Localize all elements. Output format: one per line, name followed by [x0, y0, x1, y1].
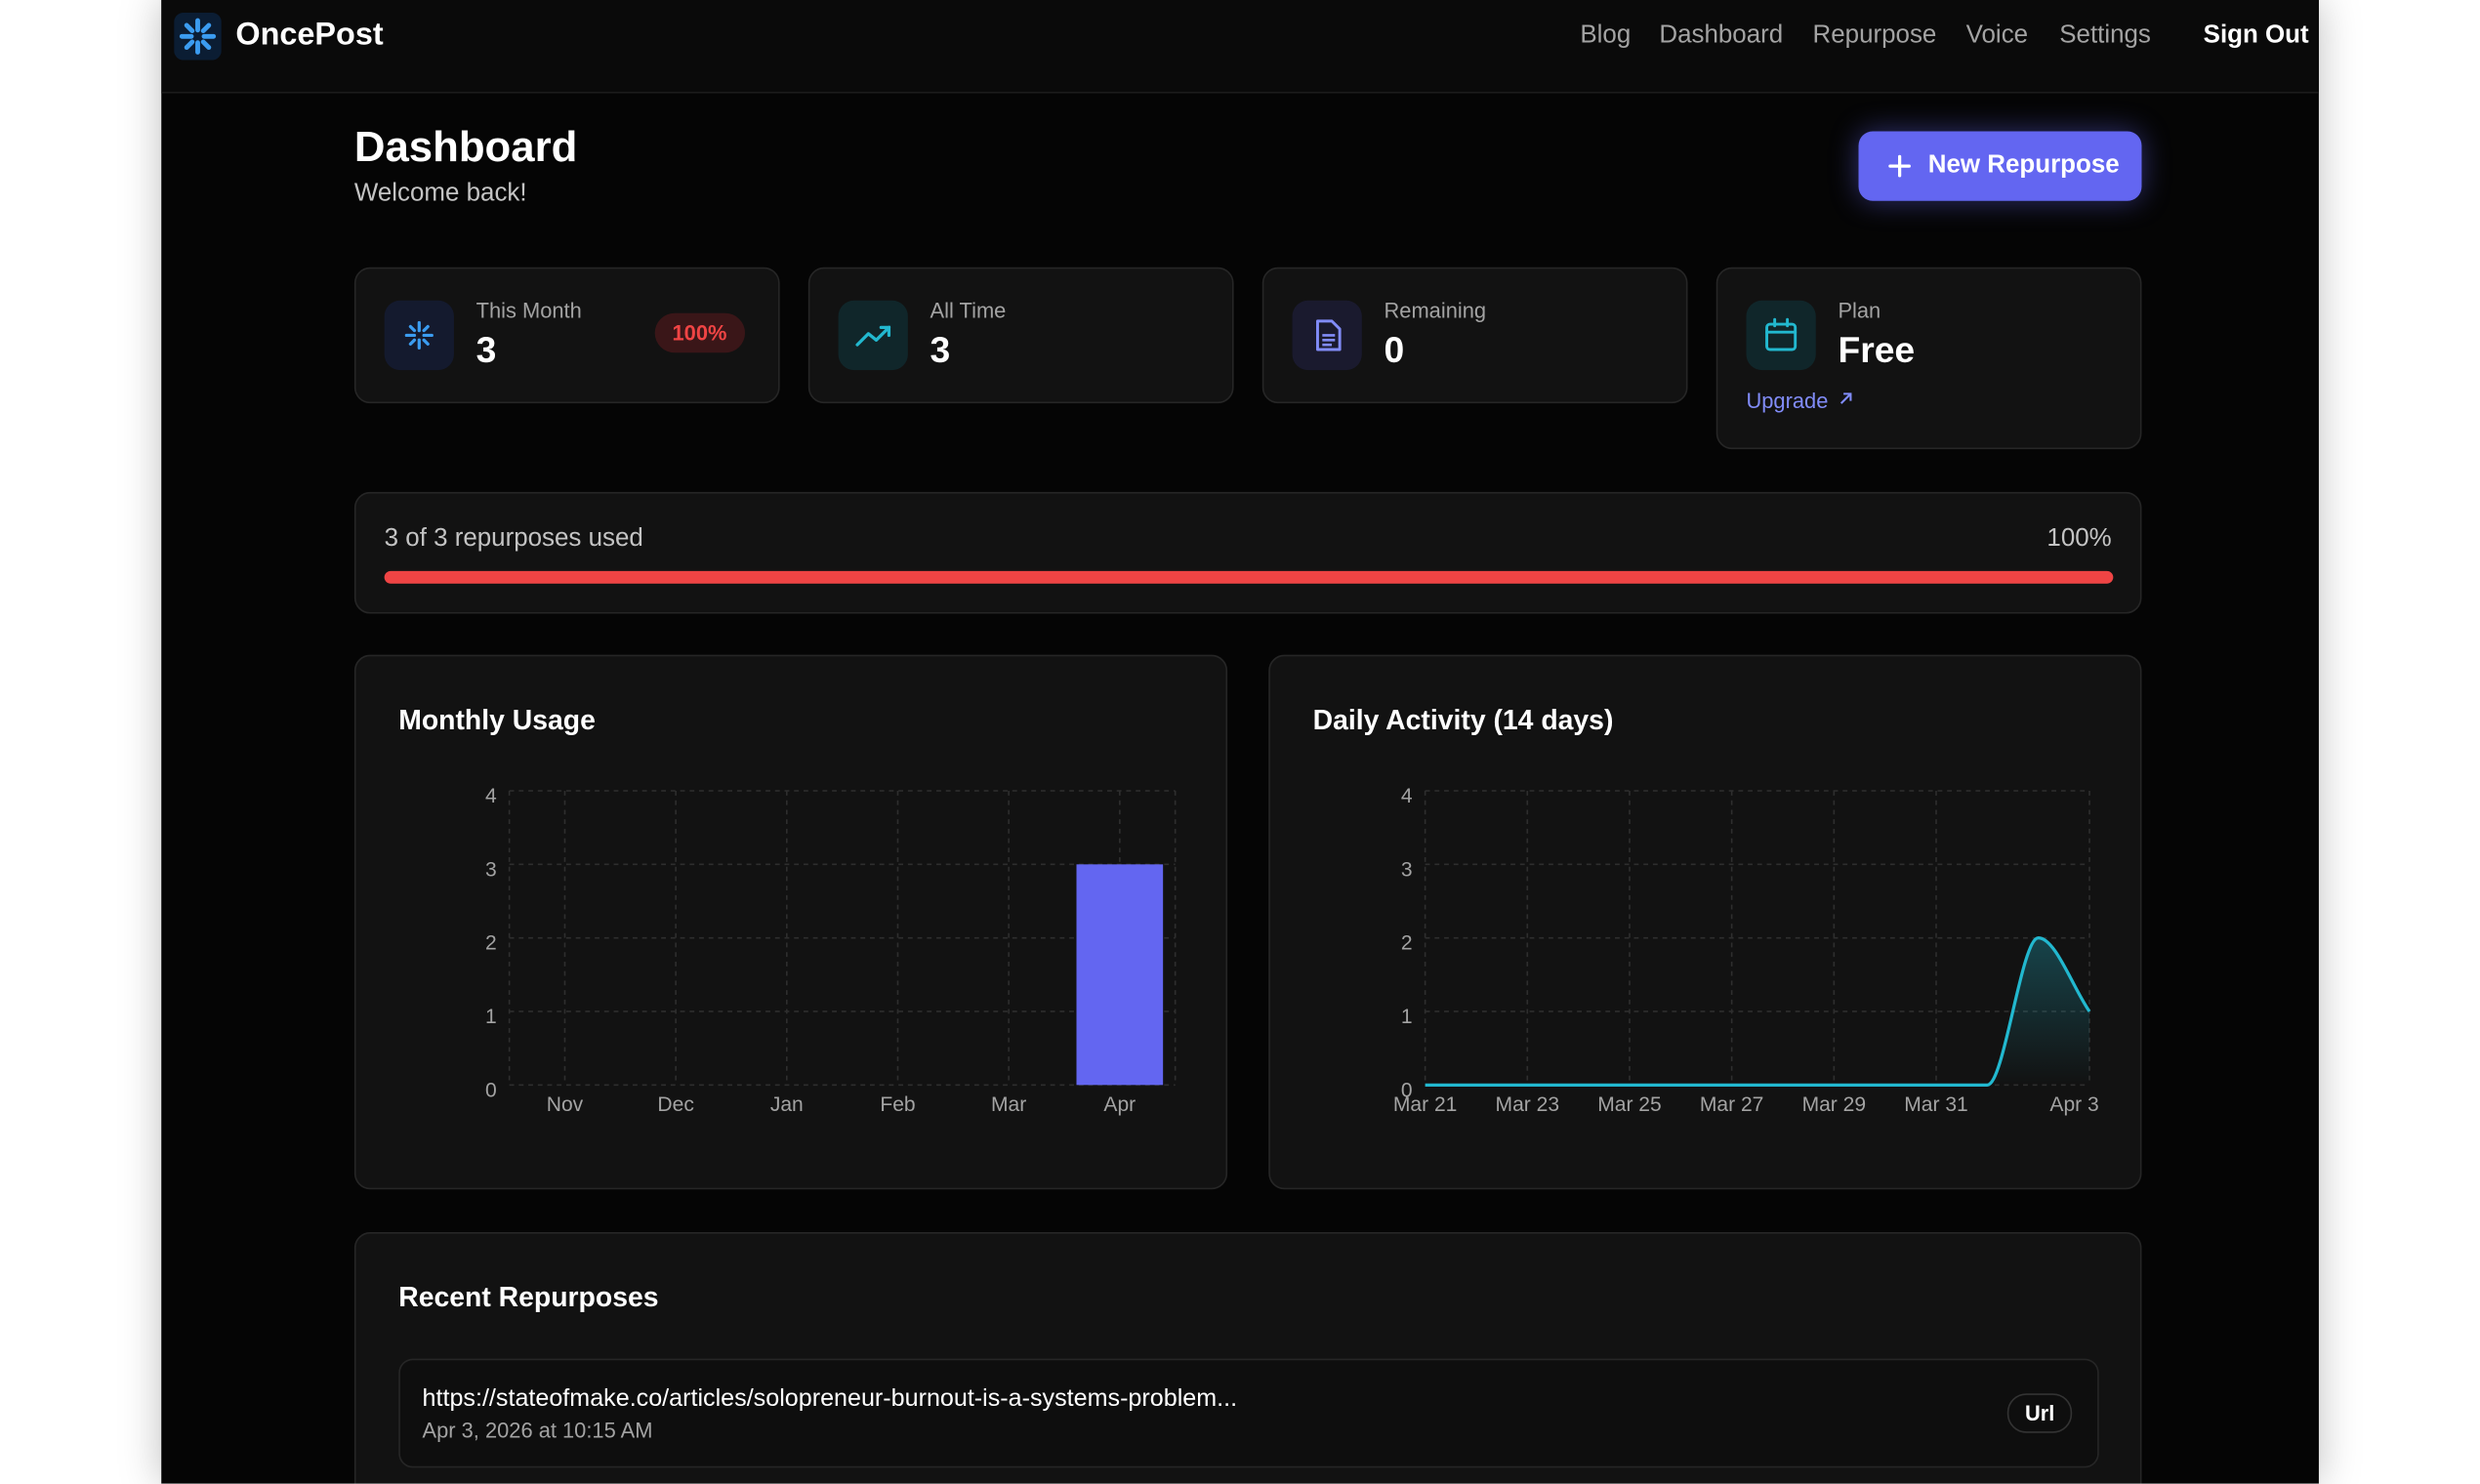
- stat-icon: [838, 300, 908, 371]
- y-tick-label: 4: [1401, 785, 1413, 807]
- y-tick-label: 0: [1401, 1079, 1413, 1101]
- page-title: Dashboard: [353, 123, 578, 171]
- bar: [1076, 864, 1164, 1086]
- x-tick-label: Apr: [1103, 1093, 1136, 1116]
- stat-value: Free: [1838, 328, 1916, 371]
- stat-icon: [384, 300, 454, 371]
- stat-icon: [1746, 300, 1816, 371]
- item-date: Apr 3, 2026 at 10:15 AM: [422, 1419, 653, 1443]
- stat-value: 3: [475, 328, 497, 371]
- nav-link[interactable]: Blog: [1580, 21, 1632, 50]
- x-tick-label: Mar 21: [1393, 1093, 1458, 1116]
- x-tick-label: Mar 29: [1802, 1093, 1867, 1116]
- line: [1425, 936, 2091, 1087]
- usage-card: 3 of 3 repurposes used 100%: [353, 491, 2142, 614]
- x-tick-label: Mar 23: [1496, 1093, 1560, 1116]
- nav-link[interactable]: Voice: [1965, 21, 2029, 50]
- button-label: New Repurpose: [1927, 151, 2120, 180]
- x-tick-label: Apr 3: [2049, 1093, 2098, 1116]
- stat-card: Remaining 0: [1261, 267, 1688, 404]
- x-tick-label: Jan: [770, 1093, 804, 1116]
- brand: OncePost: [235, 17, 384, 53]
- y-tick-label: 1: [485, 1006, 497, 1028]
- logo-icon: [174, 12, 222, 61]
- section-title: Recent Repurposes: [398, 1281, 659, 1313]
- y-tick-label: 3: [1401, 858, 1413, 881]
- arrow-icon: [1839, 392, 1852, 404]
- usage-fill: [384, 570, 2114, 584]
- stat-label: Remaining: [1384, 299, 1487, 323]
- x-tick-label: Mar 31: [1904, 1093, 1968, 1116]
- chart-card: Monthly Usage: [353, 654, 1228, 1190]
- usage-text: 3 of 3 repurposes used: [384, 524, 643, 553]
- stat-icon: [1292, 300, 1362, 371]
- x-tick-label: Feb: [880, 1093, 915, 1116]
- chart-title: Monthly Usage: [398, 703, 596, 736]
- sign-out[interactable]: Sign Out: [2203, 21, 2309, 50]
- upgrade-link[interactable]: Upgrade: [1746, 390, 1854, 413]
- stat-card: This Month 3 100%: [353, 267, 780, 404]
- usage-percent: 100%: [2046, 524, 2112, 553]
- page-subtitle: Welcome back!: [353, 180, 527, 208]
- stat-value: 0: [1384, 328, 1405, 371]
- stat-value: 3: [930, 328, 951, 371]
- recent-card: Recent Repurposes https://stateofmake.co…: [353, 1231, 2142, 1484]
- recent-item[interactable]: https://stateofmake.co/articles/solopren…: [398, 1358, 2099, 1468]
- y-tick-label: 2: [1401, 932, 1413, 955]
- nav-link[interactable]: Repurpose: [1812, 21, 1937, 50]
- nav-bar: OncePost Blog Dashboard Repurpose Voice …: [161, 0, 2319, 94]
- y-tick-label: 2: [485, 932, 497, 955]
- y-tick-label: 0: [485, 1079, 497, 1101]
- chart-card: Daily Activity (14 days): [1268, 654, 2142, 1190]
- y-tick-label: 3: [485, 858, 497, 881]
- x-tick-label: Mar 25: [1597, 1093, 1662, 1116]
- plus-icon: [1888, 154, 1911, 178]
- stat-card: All Time 3: [807, 267, 1234, 404]
- upgrade-text: Upgrade: [1746, 389, 1829, 413]
- nav-link[interactable]: Dashboard: [1659, 21, 1784, 50]
- x-tick-label: Mar: [991, 1093, 1026, 1116]
- area: [1425, 937, 2090, 1086]
- stat-label: This Month: [475, 299, 582, 323]
- y-tick-label: 4: [485, 785, 497, 807]
- stat-badge: 100%: [654, 312, 745, 353]
- x-tick-label: Mar 27: [1700, 1093, 1764, 1116]
- stat-label: Plan: [1838, 299, 1881, 323]
- charts-layer: 0 1 2 3 4 Nov Dec Jan Feb Mar Apr 0 1 2 3 4 Mar 21 Mar 23…: [485, 785, 2099, 1116]
- x-tick-label: Nov: [547, 1093, 584, 1116]
- nav-link[interactable]: Settings: [2059, 21, 2151, 50]
- chart-title: Daily Activity (14 days): [1312, 703, 1614, 736]
- stat-card: Plan Free Upgrade: [1715, 267, 2142, 450]
- new-repurpose-button[interactable]: New Repurpose: [1858, 131, 2142, 201]
- y-tick-label: 1: [1401, 1006, 1413, 1028]
- usage-track: [384, 570, 2114, 584]
- app-window: OncePost Blog Dashboard Repurpose Voice …: [161, 0, 2319, 1484]
- item-type: Url: [2007, 1393, 2073, 1433]
- x-tick-label: Dec: [657, 1093, 693, 1116]
- item-url: https://stateofmake.co/articles/solopren…: [422, 1385, 1238, 1413]
- stat-label: All Time: [930, 299, 1007, 323]
